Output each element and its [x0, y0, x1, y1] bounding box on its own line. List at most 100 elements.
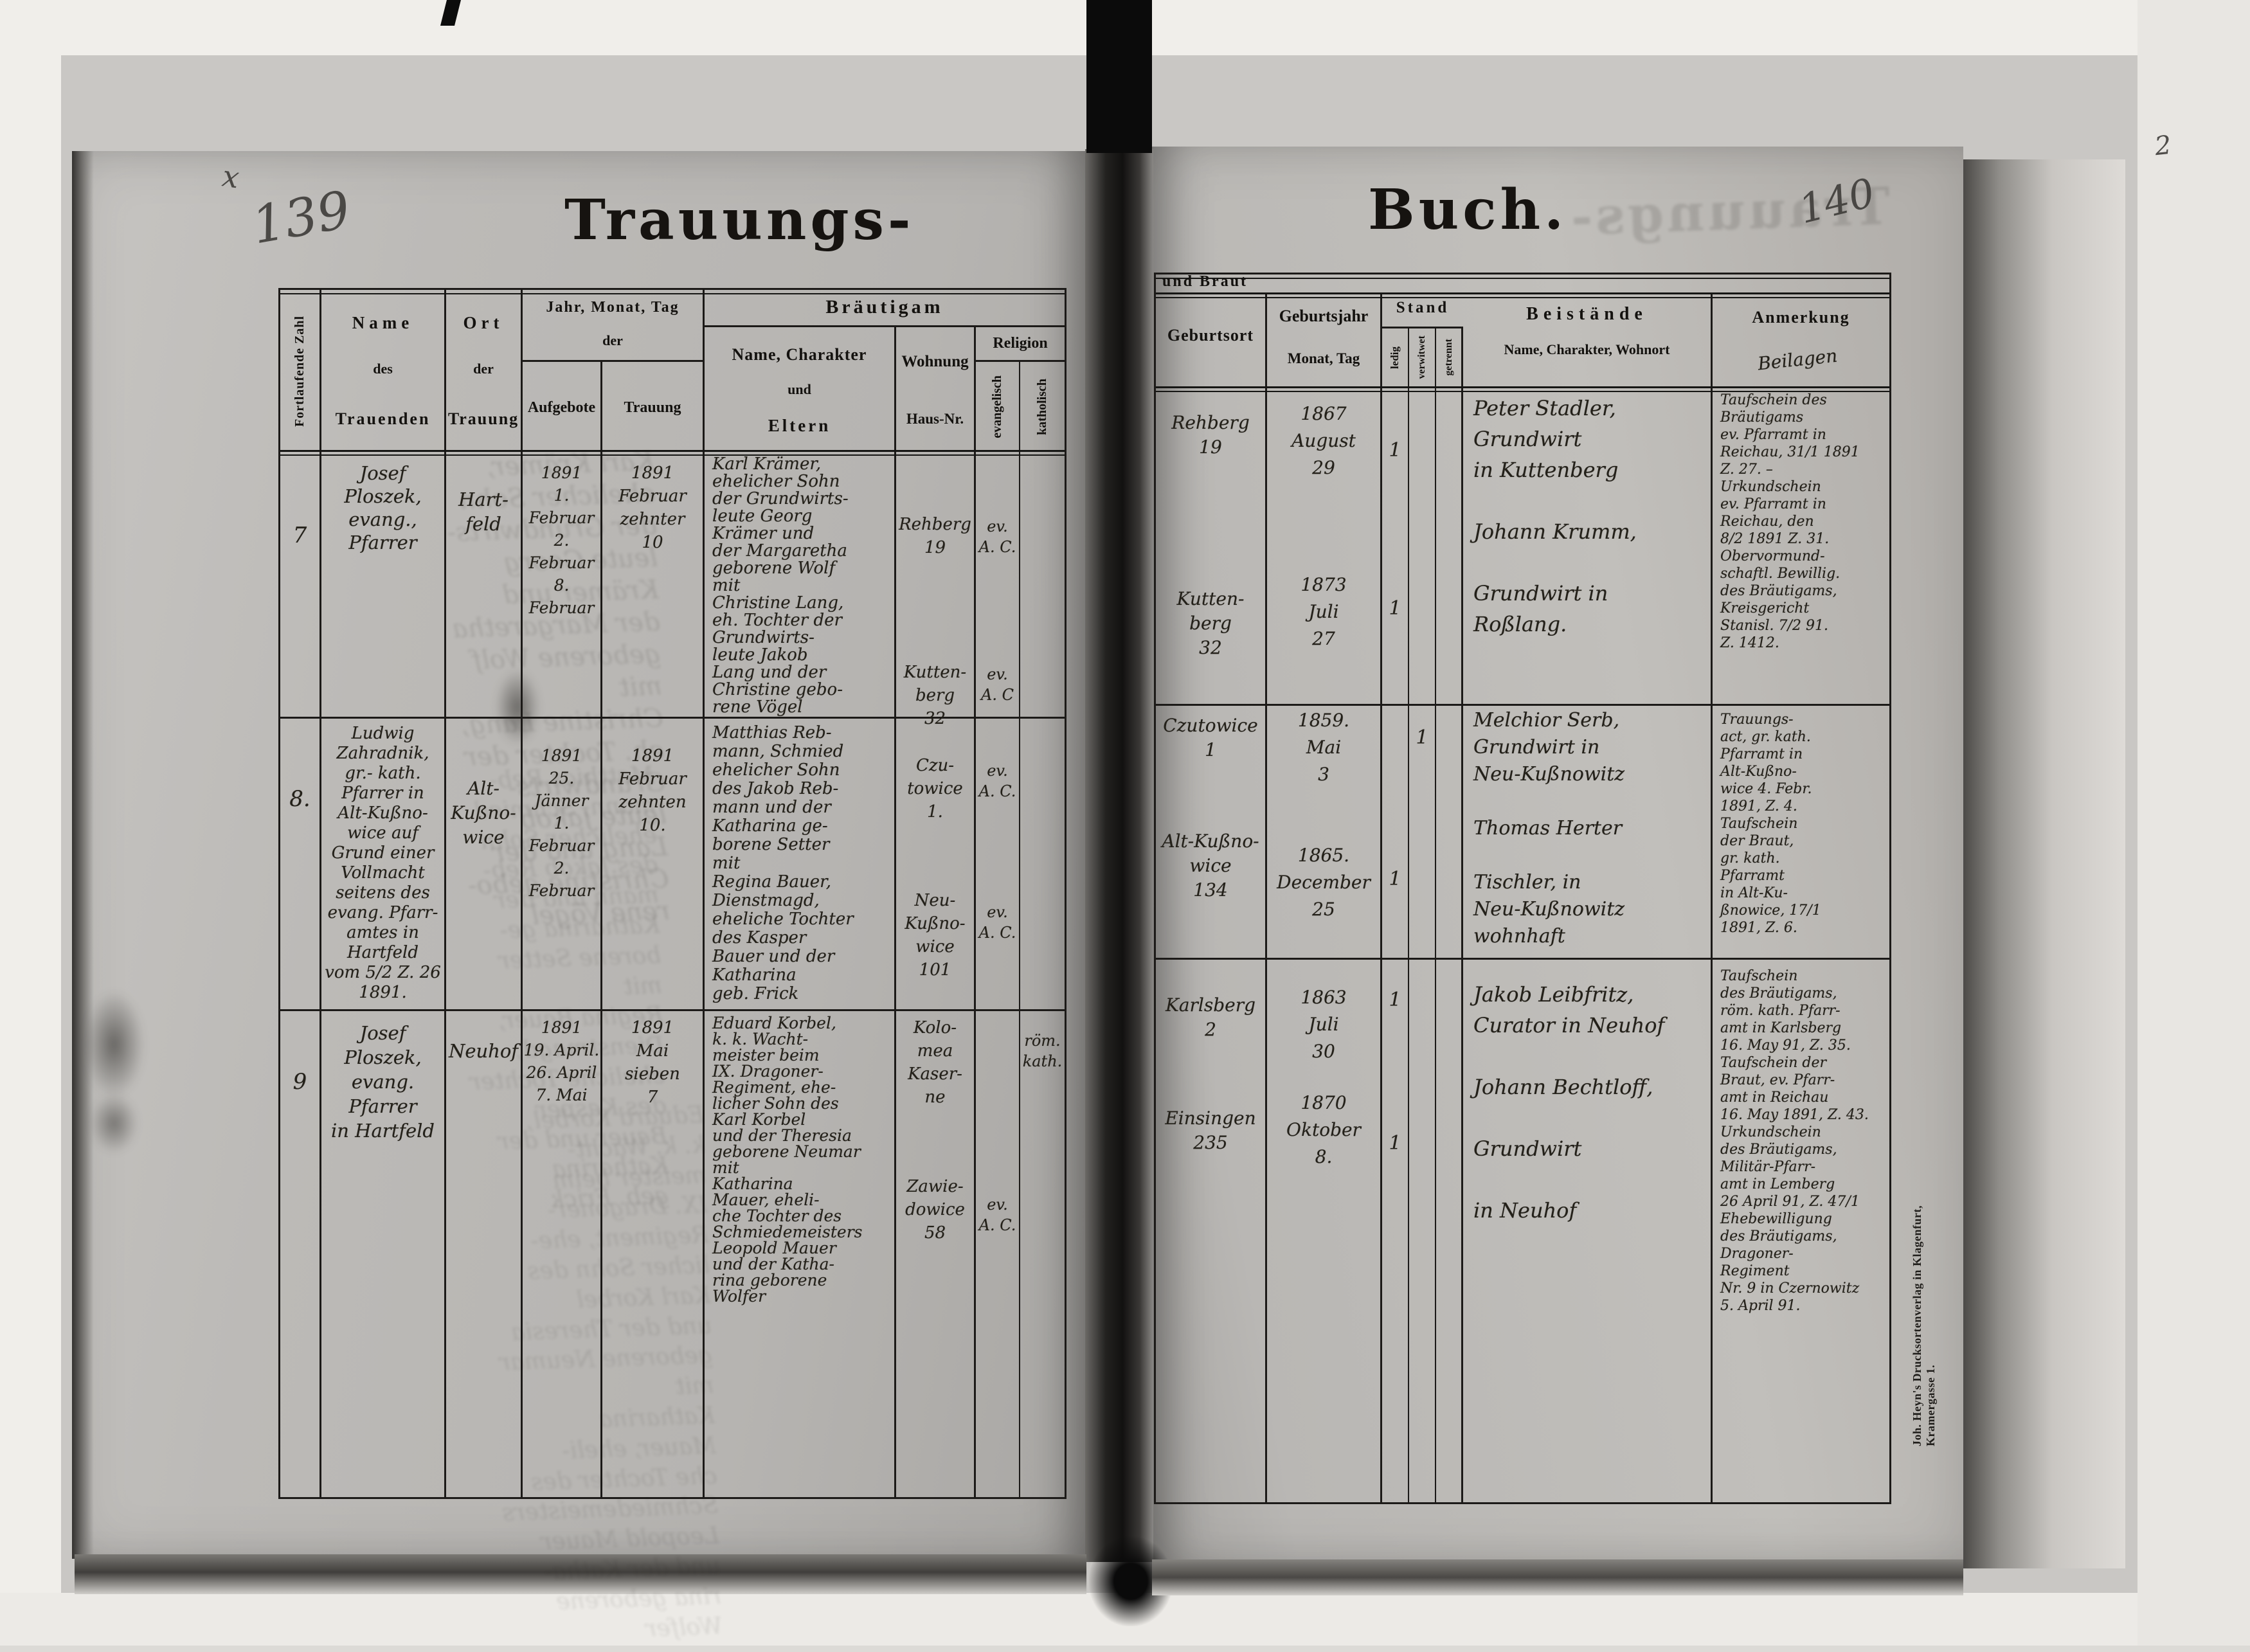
jahr-monat-tag-label: Jahr, Monat, Tag — [546, 299, 680, 316]
entry7-groom-birthdate: 1867 August 29 — [1292, 403, 1356, 478]
left-page-bottom-edge — [75, 1554, 1086, 1594]
entry9-bride-religion: ev. A. C. — [978, 1196, 1016, 1234]
cell-beistaende: Peter Stadler, Grundwirt in Kuttenberg J… — [1463, 386, 1713, 706]
beistaende-label: Beistände — [1526, 304, 1648, 324]
ledig-label: ledig — [1389, 346, 1401, 369]
page-stack-edge — [1963, 159, 2125, 1568]
name-charakter-label: Name, Charakter — [732, 345, 867, 364]
cell-ort-trauung: Neuhof — [446, 1011, 523, 1497]
cell-geburtsjahr: 1867 August 29 1873 Juli 27 — [1267, 386, 1382, 706]
cell-beistaende: Jakob Leibfritz, Curator in Neuhof Johan… — [1463, 960, 1713, 1502]
ink-smudge — [495, 669, 540, 746]
scan-margin-left — [0, 0, 61, 1646]
column-header-ledig: ledig — [1382, 328, 1409, 386]
cell-anmerkung: Taufschein des Bräutigams, röm. kath. Pf… — [1713, 960, 1889, 1502]
column-header-anmerkung: Anmerkung Beilagen — [1713, 292, 1889, 386]
column-header-name-charakter-eltern: Name, Charakter und Eltern — [705, 327, 896, 452]
entry8-number: 8. — [289, 786, 310, 812]
pencil-number-mark: 2 — [2153, 130, 2173, 162]
column-group-religion: Religion — [976, 327, 1065, 362]
entry8-bride-single-mark: 1 — [1389, 868, 1401, 890]
entry8-couple-and-parents: Matthias Reb- mann, Schmied ehelicher So… — [712, 723, 854, 1003]
jahr-der-label: der — [602, 332, 623, 348]
name-des-label: des — [373, 361, 393, 377]
entry7-remarks: Taufschein des Bräutigams ev. Pfarramt i… — [1720, 392, 1860, 651]
cell-name-trauender: Josef Ploszek, evang. Pfarrer in Hartfel… — [321, 1011, 446, 1497]
entry8-groom-birthdate: 1859. Mai 3 — [1297, 710, 1350, 785]
ort-der-label: der — [473, 361, 494, 377]
column-header-getrennt: getrennt — [1436, 328, 1463, 386]
entry7-groom-residence: Rehberg 19 — [899, 515, 971, 557]
cell-name-trauender: Ludwig Zahradnik, gr.- kath. Pfarrer in … — [321, 719, 446, 1011]
cell-ort-trauung: Alt- Kußno- wice — [446, 719, 523, 1011]
entry7-groom-religion: ev. A. C. — [978, 517, 1016, 556]
column-header-geburtsjahr: Geburtsjahr Monat, Tag — [1267, 292, 1382, 386]
wohnung-label: Wohnung — [901, 353, 969, 370]
katholisch-label: katholisch — [1035, 379, 1049, 435]
cell-trauung-datum: 1891 Februar zehnten 10. — [602, 719, 705, 1011]
cell-stand-ledig: 1 — [1382, 706, 1409, 960]
entry8-groom-residence: Czu- towice 1. — [907, 756, 963, 822]
column-header-jahr-monat-tag: Jahr, Monat, Tag der — [523, 290, 705, 362]
aufgebote-label: Aufgebote — [527, 399, 596, 416]
cell-stand-getrennt — [1436, 386, 1463, 706]
ink-smudge — [84, 990, 145, 1099]
entry7-marriage-place: Hart- feld — [458, 489, 509, 535]
cell-anmerkung: Taufschein des Bräutigams ev. Pfarramt i… — [1713, 386, 1889, 706]
entry8-groom-widowed-mark: 1 — [1416, 726, 1428, 749]
entry8-marriage-place: Alt- Kußno- wice — [451, 778, 516, 848]
right-register-table: und Braut Geburtsort Geburtsjahr Monat, … — [1154, 273, 1891, 1504]
religion-label: Religion — [993, 335, 1048, 352]
cell-geburtsort: Rehberg 19 Kutten- berg 32 — [1156, 386, 1267, 706]
entry8-groom-religion: ev. A. C. — [978, 762, 1016, 800]
stand-label: Stand — [1396, 299, 1450, 316]
right-title: Buch. — [1368, 177, 1568, 242]
column-group-und-braut: und Braut — [1156, 273, 1889, 292]
entry9-witnesses: Jakob Leibfritz, Curator in Neuhof Johan… — [1473, 982, 1665, 1223]
entry8-bride-religion: ev. A. C. — [978, 903, 1016, 942]
entry7-bride-religion: ev. A. C — [981, 665, 1014, 704]
entry9-groom-religion: röm. kath. — [1022, 1032, 1063, 1070]
entry8-witnesses: Melchior Serb, Grundwirt in Neu-Kußnowit… — [1473, 709, 1625, 947]
cell-zahl: 7 — [280, 452, 321, 719]
entry8-bride-birthplace: Alt-Kußno- wice 134 — [1162, 830, 1259, 901]
ort-label: Ort — [463, 313, 504, 332]
entry7-bride-residence: Kutten- berg 32 — [903, 663, 967, 728]
entry7-bride-single-mark: 1 — [1389, 597, 1401, 620]
cell-aufgebote: 1891 19. April. 26. April 7. Mai — [523, 1011, 602, 1497]
cell-geburtsort: Czutowice 1 Alt-Kußno- wice 134 — [1156, 706, 1267, 960]
entry7-groom-birthplace: Rehberg 19 — [1171, 412, 1250, 458]
entry9-banns-dates: 1891 19. April. 26. April 7. Mai — [523, 1018, 600, 1104]
entry9-bride-single-mark: 1 — [1389, 1132, 1401, 1154]
cell-stand-ledig: 1 1 — [1382, 386, 1409, 706]
cell-zahl: 8. — [280, 719, 321, 1011]
entry7-officiant: Josef Ploszek, evang., Pfarrer — [344, 462, 422, 553]
cell-aufgebote: 1891 1. Februar 2. Februar 8. Februar — [523, 452, 602, 719]
cell-stand-ledig: 1 1 — [1382, 960, 1409, 1502]
cell-name-trauender: Josef Ploszek, evang., Pfarrer — [321, 452, 446, 719]
name-trauenden-label: Trauenden — [335, 409, 431, 428]
cell-wohnung: Kolo- mea Kaser- ne Zawie- dowice 58 — [896, 1011, 976, 1497]
entry9-officiant: Josef Ploszek, evang. Pfarrer in Hartfel… — [330, 1022, 435, 1142]
und-braut-label: und Braut — [1162, 273, 1248, 290]
entry7-groom-single-mark: 1 — [1389, 439, 1401, 462]
left-register-table: Fortlaufende Zahl Name des Trauenden Ort… — [278, 288, 1066, 1499]
column-header-verwitwet: verwitwet — [1409, 328, 1436, 386]
cell-religion-katholisch — [1020, 719, 1065, 1011]
entry8-bride-residence: Neu- Kußno- wice 101 — [905, 891, 966, 980]
beistaende-sub-label: Name, Charakter, Wohnort — [1504, 341, 1670, 357]
haus-nr-label: Haus-Nr. — [906, 411, 964, 427]
verwitwet-label: verwitwet — [1416, 336, 1427, 379]
monat-tag-label: Monat, Tag — [1287, 350, 1360, 366]
entry8-officiant: Ludwig Zahradnik, gr.- kath. Pfarrer in … — [325, 724, 441, 1002]
cell-name-charakter-eltern: Karl Krämer, ehelicher Sohn der Grundwir… — [705, 452, 896, 719]
trauung-label: Trauung — [624, 399, 681, 416]
cell-geburtsjahr: 1859. Mai 3 1865. December 25 — [1267, 706, 1382, 960]
cell-religion-evangelisch: ev. A. C. ev. A. C — [976, 452, 1020, 719]
book-gutter — [1085, 149, 1153, 1562]
entry7-marriage-date: 1891 Februar zehnter 10 — [618, 463, 687, 552]
column-header-katholisch: katholisch — [1020, 362, 1065, 452]
cell-name-charakter-eltern: Eduard Korbel, k. k. Wacht- meister beim… — [705, 1011, 896, 1497]
cell-trauung-datum: 1891 Februar zehnter 10 — [602, 452, 705, 719]
column-header-ort: Ort der Trauung — [446, 290, 523, 452]
